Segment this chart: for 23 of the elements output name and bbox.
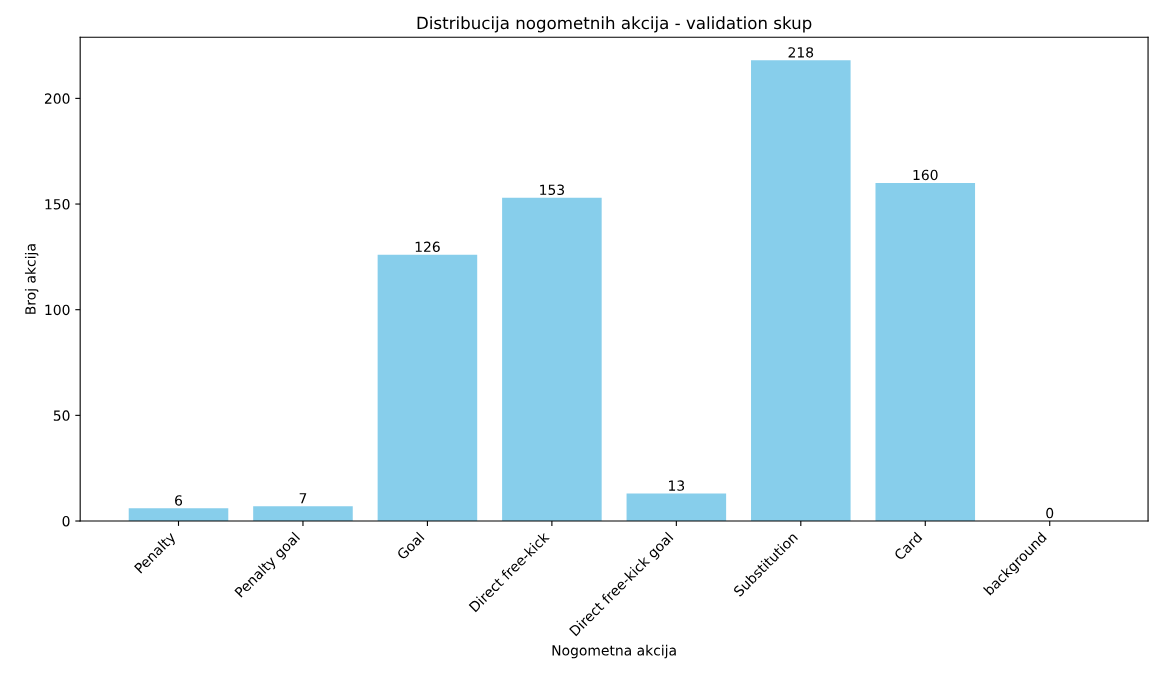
y-tick-label: 200 bbox=[44, 93, 70, 104]
bar bbox=[377, 254, 478, 522]
bar bbox=[751, 60, 851, 522]
bar bbox=[502, 197, 602, 522]
y-tick-label: 0 bbox=[62, 515, 70, 527]
data-label: 160 bbox=[913, 169, 938, 181]
bar bbox=[875, 182, 976, 522]
data-label: 13 bbox=[669, 480, 685, 491]
bar bbox=[626, 493, 727, 522]
y-tick-label: 100 bbox=[45, 304, 70, 316]
chart-title: Distribucija nogometnih akcija - validation skup bbox=[417, 16, 812, 33]
data-label: 153 bbox=[540, 184, 565, 196]
x-axis-title: Nogometna akcija bbox=[552, 644, 676, 659]
y-tick-label: 150 bbox=[45, 199, 70, 210]
data-label: 126 bbox=[415, 241, 440, 253]
bar bbox=[253, 506, 353, 522]
data-label: 6 bbox=[175, 495, 183, 506]
bar bbox=[128, 508, 229, 522]
data-label: 0 bbox=[1046, 507, 1054, 519]
data-label: 7 bbox=[299, 493, 307, 504]
data-label: 218 bbox=[788, 47, 814, 58]
y-tick-label: 50 bbox=[53, 410, 70, 421]
y-axis-title: Broj akcija bbox=[24, 244, 39, 314]
